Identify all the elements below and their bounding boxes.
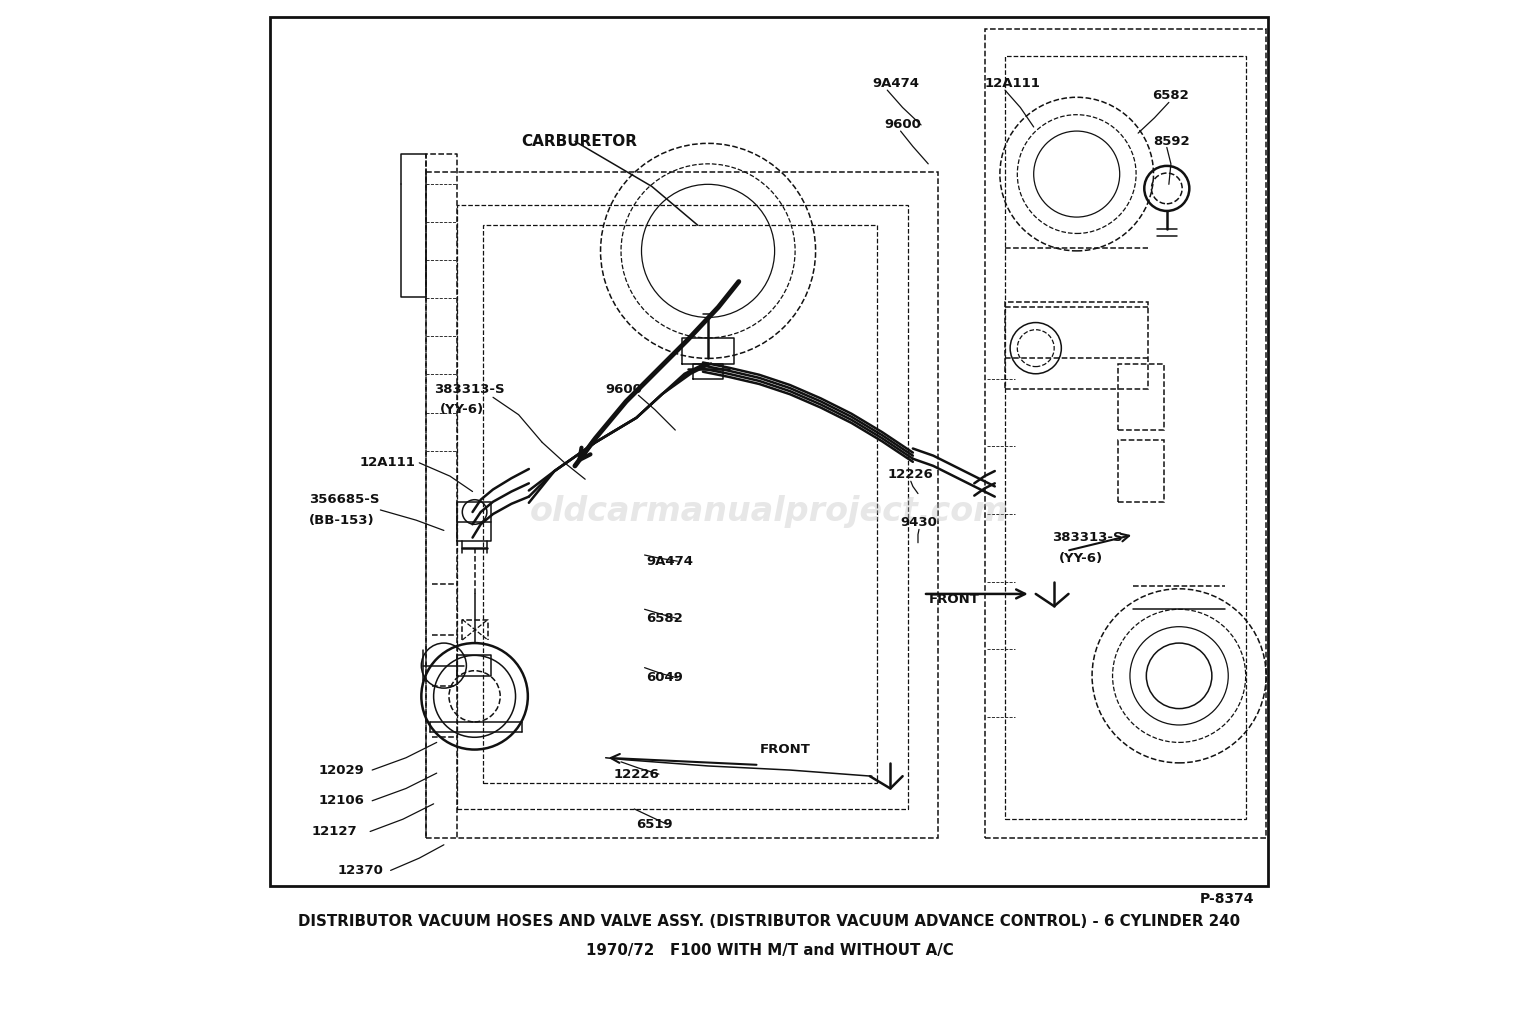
Bar (985, 29, 1267, 838)
Text: 383313-S: 383313-S (434, 383, 505, 395)
Text: 9600: 9600 (885, 119, 920, 131)
Bar (1117, 440, 1163, 502)
Text: 12A111: 12A111 (985, 78, 1040, 90)
Bar (269, 17, 1268, 886)
Bar (1005, 302, 1148, 389)
Text: 1970/72   F100 WITH M/T and WITHOUT A/C: 1970/72 F100 WITH M/T and WITHOUT A/C (586, 943, 953, 957)
Bar (426, 172, 939, 838)
Text: 9600: 9600 (606, 383, 643, 395)
Text: 12106: 12106 (319, 795, 365, 807)
Text: CARBURETOR: CARBURETOR (522, 134, 637, 148)
Bar (1117, 364, 1163, 430)
Text: 12A111: 12A111 (360, 457, 416, 469)
Text: DISTRIBUTOR VACUUM HOSES AND VALVE ASSY. (DISTRIBUTOR VACUUM ADVANCE CONTROL) - : DISTRIBUTOR VACUUM HOSES AND VALVE ASSY.… (299, 914, 1240, 929)
Text: 356685-S: 356685-S (309, 494, 379, 506)
Text: 6519: 6519 (637, 818, 673, 830)
Text: FRONT: FRONT (930, 593, 980, 605)
Text: 9430: 9430 (900, 516, 937, 528)
Text: (YY-6): (YY-6) (1059, 552, 1103, 564)
Text: 12127: 12127 (312, 825, 357, 838)
Text: 12226: 12226 (614, 768, 660, 780)
Text: 12029: 12029 (319, 764, 365, 776)
Text: 9A474: 9A474 (646, 555, 694, 567)
Bar (1005, 56, 1245, 819)
Text: 9A474: 9A474 (873, 78, 919, 90)
Text: 12226: 12226 (888, 468, 933, 480)
Text: FRONT: FRONT (759, 743, 810, 756)
Text: 12370: 12370 (337, 864, 383, 877)
Text: (YY-6): (YY-6) (440, 403, 483, 416)
Text: P-8374: P-8374 (1199, 892, 1254, 906)
Text: 6582: 6582 (1153, 89, 1190, 101)
Text: (BB-153): (BB-153) (309, 514, 374, 526)
Text: 6582: 6582 (646, 612, 683, 625)
Text: oldcarmanualproject.com: oldcarmanualproject.com (529, 496, 1010, 528)
Bar (483, 225, 877, 783)
Text: 383313-S: 383313-S (1053, 531, 1123, 544)
Bar (457, 205, 908, 809)
Text: 8592: 8592 (1154, 135, 1190, 147)
Text: 6049: 6049 (646, 672, 683, 684)
